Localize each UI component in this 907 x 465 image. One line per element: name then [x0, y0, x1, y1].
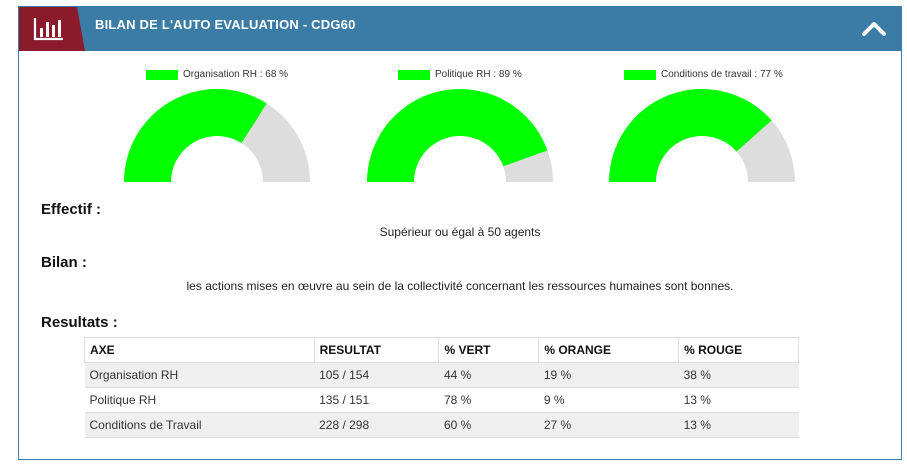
chevron-up-icon[interactable]	[861, 17, 887, 41]
results-table: AXE RESULTAT % VERT % ORANGE % ROUGE Org…	[84, 337, 799, 438]
gauge-organisation-rh	[124, 89, 310, 182]
cell-rouge: 13 %	[678, 412, 799, 438]
cell-orange: 19 %	[538, 362, 679, 388]
gauge-filled-segment	[124, 89, 267, 182]
cell-vert: 60 %	[438, 412, 539, 438]
effectif-value: Supérieur ou égal à 50 agents	[379, 225, 541, 239]
gauge-conditions-travail	[609, 89, 795, 182]
table-row: Politique RH 135 / 151 78 % 9 % 13 %	[84, 387, 799, 413]
gauge-legend-politique: Politique RH : 89 %	[398, 69, 522, 80]
cell-axe: Politique RH	[84, 387, 315, 413]
resultats-title: Resultats :	[41, 314, 118, 331]
cell-rouge: 13 %	[678, 387, 799, 413]
cell-orange: 9 %	[538, 387, 679, 413]
gauge-remaining-segment	[736, 120, 795, 182]
cell-resultat: 135 / 151	[314, 387, 439, 413]
legend-swatch	[398, 69, 430, 80]
table-row: Organisation RH 105 / 154 44 % 19 % 38 %	[84, 362, 799, 388]
bar-chart-icon	[33, 18, 63, 41]
cell-vert: 78 %	[438, 387, 539, 413]
gauge-legend-organisation: Organisation RH : 68 %	[146, 69, 288, 80]
cell-axe: Conditions de Travail	[84, 412, 315, 438]
bilan-value: les actions mises en œuvre au sein de la…	[186, 279, 734, 293]
cell-orange: 27 %	[538, 412, 679, 438]
cell-vert: 44 %	[438, 362, 539, 388]
effectif-title: Effectif :	[41, 201, 101, 218]
column-header-vert: % VERT	[438, 337, 540, 363]
bilan-title: Bilan :	[41, 254, 87, 271]
table-row: Conditions de Travail 228 / 298 60 % 27 …	[84, 412, 799, 438]
legend-swatch	[624, 69, 656, 80]
gauge-remaining-segment	[241, 103, 310, 182]
panel-header: BILAN DE L'AUTO EVALUATION - CDG60	[19, 7, 901, 51]
column-header-axe: AXE	[84, 337, 315, 363]
header-icon-box	[19, 7, 85, 51]
legend-swatch	[146, 69, 178, 80]
gauge-legend-conditions: Conditions de travail : 77 %	[624, 69, 783, 80]
cell-axe: Organisation RH	[84, 362, 315, 388]
column-header-rouge: % ROUGE	[678, 337, 799, 363]
column-header-resultat: RESULTAT	[313, 337, 440, 363]
gauge-filled-segment	[609, 89, 772, 182]
cell-resultat: 105 / 154	[314, 362, 439, 388]
gauge-filled-segment	[367, 89, 548, 182]
cell-resultat: 228 / 298	[314, 412, 439, 438]
panel-title: BILAN DE L'AUTO EVALUATION - CDG60	[95, 17, 356, 32]
cell-rouge: 38 %	[678, 362, 799, 388]
table-header-row: AXE RESULTAT % VERT % ORANGE % ROUGE	[84, 337, 799, 363]
gauge-remaining-segment	[503, 150, 553, 182]
gauge-politique-rh	[367, 89, 553, 182]
collapse-button[interactable]	[861, 17, 887, 41]
column-header-orange: % ORANGE	[538, 337, 680, 363]
